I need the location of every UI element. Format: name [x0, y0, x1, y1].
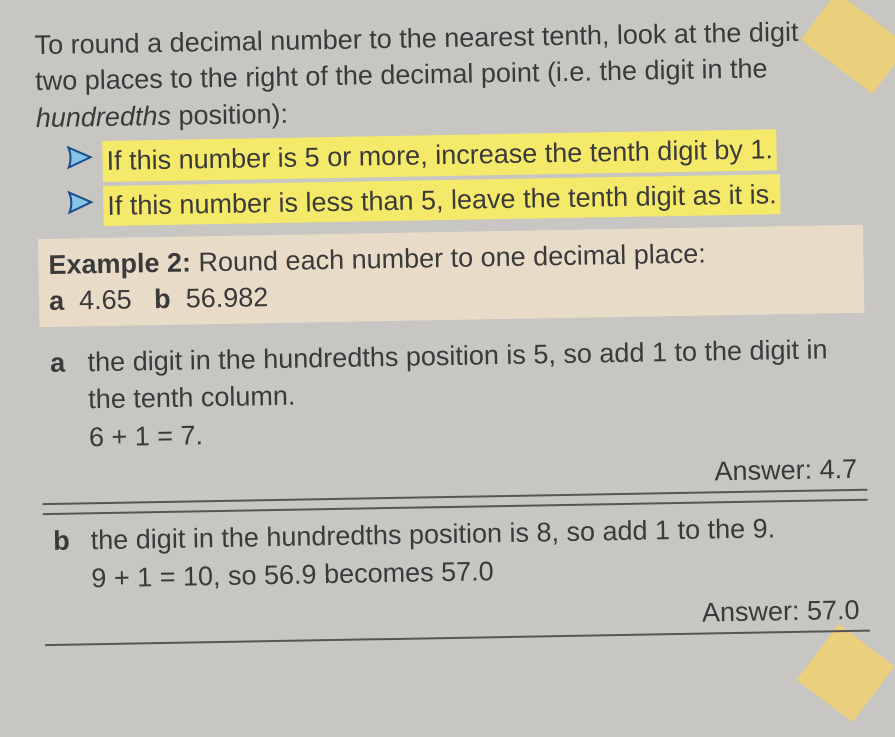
sol-b-body: the digit in the hundredths position is …	[90, 509, 856, 598]
bullet-2: If this number is less than 5, leave the…	[67, 172, 863, 226]
sol-a-body: the digit in the hundredths position is …	[87, 331, 854, 458]
intro-after: position):	[171, 99, 289, 131]
example-prompt: Round each number to one decimal place:	[191, 239, 706, 278]
sol-a-calc: 6 + 1 = 7.	[89, 421, 204, 453]
sol-a-label: a	[50, 344, 81, 382]
sol-a-text: the digit in the hundredths position is …	[87, 334, 827, 415]
bullet-1-text: If this number is 5 or more, increase th…	[102, 130, 777, 182]
example-block: Example 2: Round each number to one deci…	[38, 225, 864, 327]
ex-b-val: 56.982	[185, 282, 268, 313]
intro-italic: hundredths	[36, 101, 172, 133]
page-content: To round a decimal number to the nearest…	[0, 0, 895, 666]
answer-a-label: Answer:	[714, 455, 820, 487]
answer-b-value: 57.0	[807, 594, 860, 625]
bullet-2-text: If this number is less than 5, leave the…	[103, 174, 781, 226]
solution-b: b the digit in the hundredths position i…	[43, 499, 869, 605]
sol-b-calc: 9 + 1 = 10, so 56.9 becomes 57.0	[91, 556, 494, 593]
example-label: Example 2:	[48, 248, 191, 280]
play-icon	[67, 190, 95, 214]
sol-b-text: the digit in the hundredths position is …	[90, 513, 775, 555]
ex-a-label: a	[49, 285, 65, 315]
play-icon	[66, 145, 94, 169]
ex-a-val: 4.65	[79, 284, 132, 315]
answer-a-value: 4.7	[819, 454, 857, 485]
sol-b-label: b	[53, 522, 84, 560]
intro-text: To round a decimal number to the nearest…	[34, 17, 798, 97]
intro-paragraph: To round a decimal number to the nearest…	[34, 13, 861, 137]
answer-b-label: Answer:	[702, 595, 808, 627]
ex-b-label: b	[154, 283, 171, 313]
solution-a: a the digit in the hundredths position i…	[40, 330, 867, 464]
